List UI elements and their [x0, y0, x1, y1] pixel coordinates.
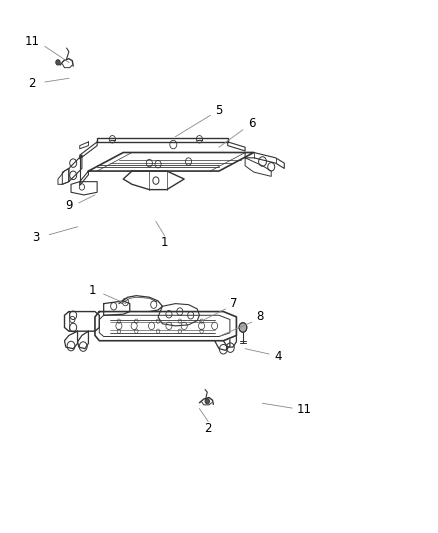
- Text: 9: 9: [65, 199, 73, 212]
- Text: 2: 2: [205, 422, 212, 435]
- Circle shape: [205, 399, 209, 404]
- Circle shape: [239, 322, 247, 332]
- Text: 5: 5: [215, 103, 223, 117]
- Text: 6: 6: [248, 117, 255, 130]
- Text: 11: 11: [25, 35, 39, 47]
- Text: 2: 2: [28, 77, 35, 90]
- Text: 1: 1: [89, 284, 96, 297]
- Text: 3: 3: [32, 231, 40, 244]
- Circle shape: [56, 60, 60, 65]
- Text: 7: 7: [230, 297, 238, 310]
- Text: 1: 1: [161, 236, 168, 249]
- Text: 8: 8: [257, 310, 264, 324]
- Text: 11: 11: [297, 403, 311, 416]
- Text: 4: 4: [274, 350, 282, 363]
